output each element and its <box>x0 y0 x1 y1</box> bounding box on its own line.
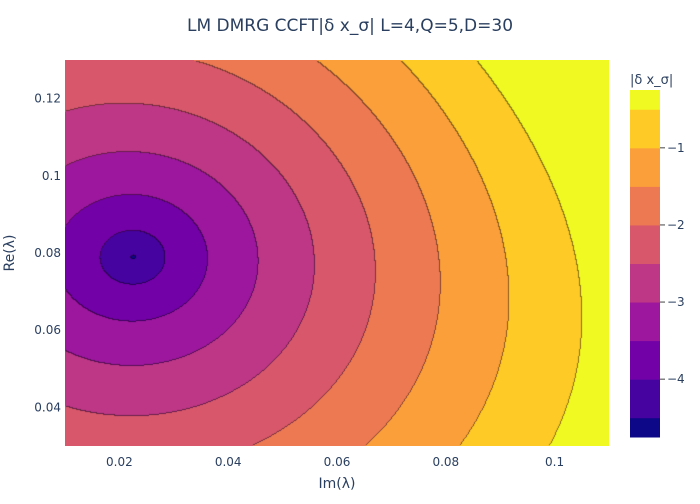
x-axis-ticks: 0.02 0.04 0.06 0.08 0.1 <box>106 455 564 469</box>
y-tick-label: 0.08 <box>34 246 61 260</box>
x-axis-label: Im(λ) <box>319 476 356 492</box>
colorbar-band <box>630 224 660 264</box>
colorbar-band <box>630 147 660 187</box>
chart-title: LM DMRG CCFT|δ x_σ| L=4,Q=5,D=30 <box>187 16 513 36</box>
colorbar-band <box>630 379 660 419</box>
y-tick-label: 0.12 <box>34 92 61 106</box>
colorbar-band <box>630 417 660 438</box>
colorbar-band <box>630 90 660 110</box>
x-tick-label: 0.06 <box>324 455 351 469</box>
y-axis-label: Re(λ) <box>2 235 18 272</box>
plot-area <box>65 60 609 446</box>
colorbar-tick-label: −3 <box>667 295 685 309</box>
x-tick-label: 0.02 <box>106 455 133 469</box>
y-tick-label: 0.06 <box>34 323 61 337</box>
y-axis-ticks: 0.04 0.06 0.08 0.1 0.12 <box>34 92 61 415</box>
y-tick-label: 0.1 <box>42 169 61 183</box>
colorbar-tick-label: −2 <box>667 218 685 232</box>
x-tick-label: 0.04 <box>215 455 242 469</box>
colorbar-tick-label: −4 <box>667 372 685 386</box>
colorbar-title: |δ x_σ| <box>630 73 673 88</box>
colorbar-tick-label: −1 <box>667 141 685 155</box>
colorbar-band <box>630 186 660 226</box>
x-tick-label: 0.08 <box>432 455 459 469</box>
x-tick-label: 0.1 <box>545 455 564 469</box>
colorbar-band <box>630 109 660 149</box>
colorbar-band <box>630 263 660 303</box>
y-tick-label: 0.04 <box>34 400 61 414</box>
contour-fill <box>65 60 609 446</box>
colorbar: −4 −3 −2 −1 <box>630 90 685 438</box>
colorbar-band <box>630 340 660 380</box>
colorbar-band <box>630 302 660 342</box>
